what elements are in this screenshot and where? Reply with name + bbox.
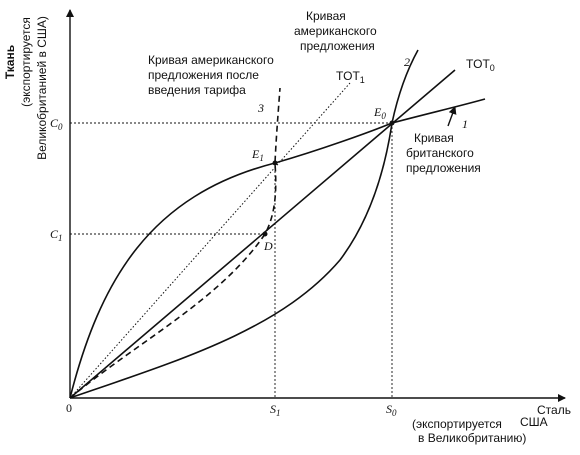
tariff-offer-curve — [69, 87, 281, 399]
us-curve-label-3: предложения — [300, 39, 375, 53]
us-curve-label-2: американского — [294, 24, 377, 38]
british-pointer-arrow — [447, 106, 457, 127]
e0-label: E0 — [373, 105, 386, 121]
c0-label: C0 — [50, 116, 63, 132]
s1-label: S1 — [270, 402, 281, 418]
c1-label: C1 — [50, 227, 63, 243]
origin-label: 0 — [66, 401, 72, 415]
y-axis-sub1: (экспортируется — [19, 17, 33, 107]
uk-curve-number: 1 — [462, 117, 468, 131]
y-axis-sub1-group: (экспортируется — [19, 17, 33, 107]
y-axis-sub2-group: Великобританией в США) — [35, 16, 49, 160]
y-axis-title: Ткань — [3, 45, 17, 79]
british-offer-curve — [69, 98, 486, 399]
tariff-curve-label-2: предложения после — [148, 68, 259, 82]
tot1-line — [69, 82, 351, 399]
y-axis-title-group: Ткань — [3, 45, 17, 79]
tot0-label: TOT0 — [466, 57, 495, 73]
us-curve-label-1: Кривая — [306, 9, 346, 23]
d-label: D — [263, 239, 273, 253]
uk-curve-label-3: предложения — [406, 161, 481, 175]
point-d — [262, 231, 268, 237]
american-offer-curve — [69, 49, 419, 399]
x-axis-sub1b: США — [520, 415, 548, 429]
tariff-curve-number: 3 — [257, 101, 264, 115]
tariff-curve-label-3: введения тарифа — [148, 83, 246, 97]
e1-label: E1 — [251, 147, 264, 163]
s0-label: S0 — [386, 402, 397, 418]
point-e1 — [272, 160, 278, 166]
x-axis-sub1: (экспортируется — [412, 417, 502, 431]
uk-curve-label-2: британского — [406, 146, 474, 160]
tariff-curve-label-1: Кривая американского — [148, 53, 274, 67]
uk-curve-label-1: Кривая — [414, 131, 454, 145]
x-axis-sub2: в Великобританию) — [418, 431, 526, 445]
x-axis-title: Сталь — [537, 403, 571, 417]
y-axis-sub2: Великобританией в США) — [35, 16, 49, 160]
point-e0 — [389, 120, 395, 126]
tot1-label: TOT1 — [336, 69, 365, 85]
us-curve-number: 2 — [404, 55, 410, 69]
